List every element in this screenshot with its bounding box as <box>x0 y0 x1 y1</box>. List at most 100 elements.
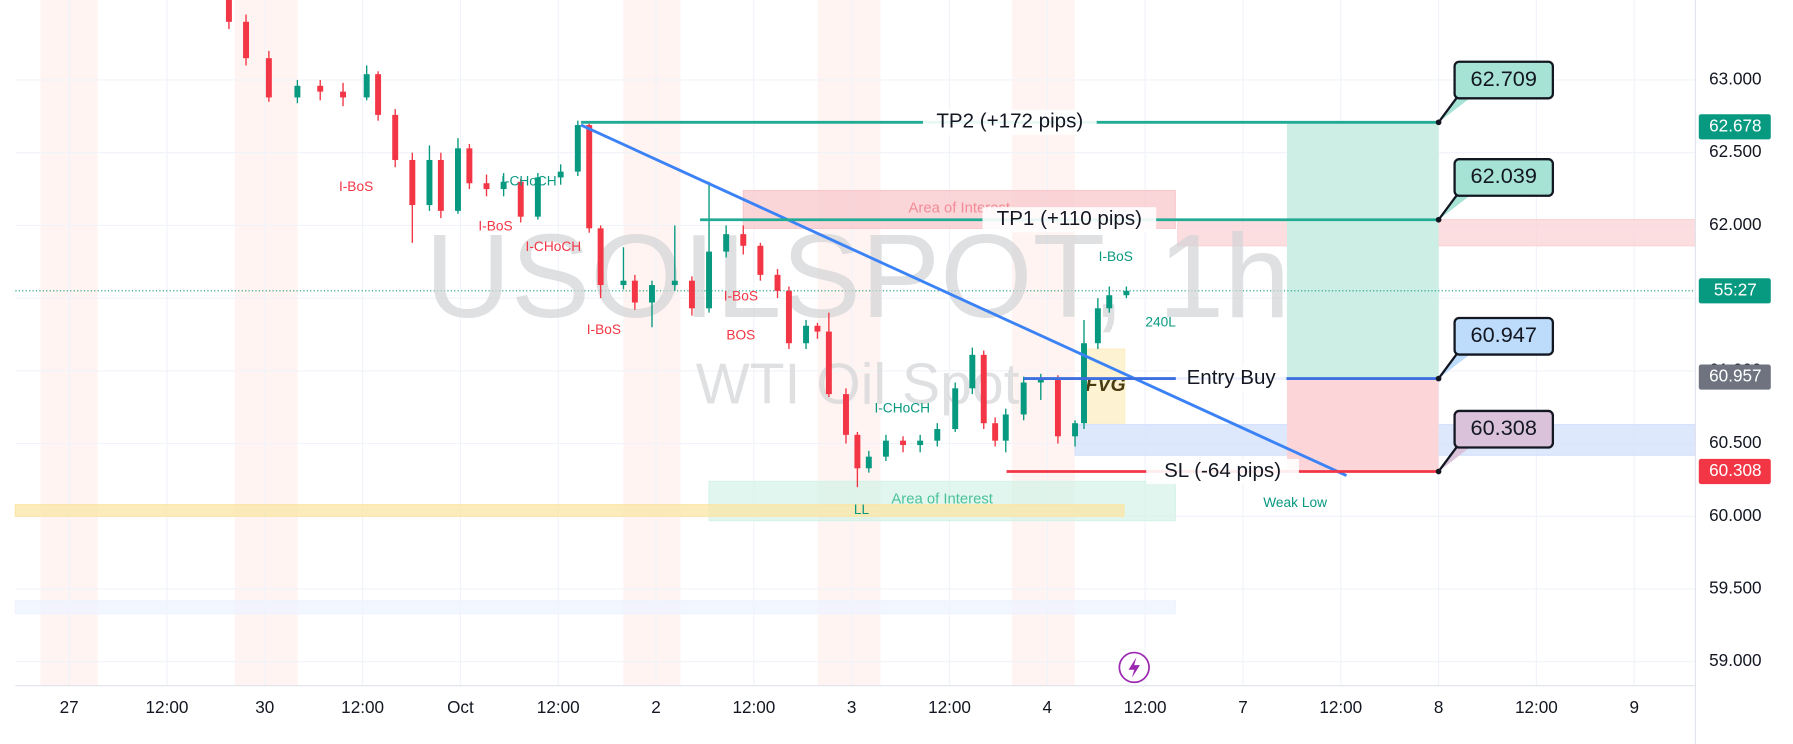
x-tick-label: Oct <box>447 697 474 717</box>
candle-body <box>557 171 564 178</box>
trendline <box>580 123 1348 477</box>
x-tick-label: 12:00 <box>1124 697 1167 717</box>
candle-body <box>723 234 730 252</box>
x-tick-label: 9 <box>1629 697 1639 717</box>
price-label: 60.308 <box>1709 460 1761 480</box>
candle-body <box>483 183 490 190</box>
price-label-bg <box>1698 278 1771 304</box>
candle-body <box>671 280 678 286</box>
x-tick-label: 12:00 <box>537 697 580 717</box>
candle-body <box>1020 382 1027 415</box>
session-band <box>623 0 681 686</box>
candle-body <box>294 85 301 98</box>
level-label-bg <box>982 207 1157 233</box>
candle-body <box>1054 378 1061 437</box>
level-label: TP1 (+110 pips) <box>997 207 1142 230</box>
candle-body <box>843 394 849 435</box>
candle-body <box>980 354 987 424</box>
price-label-bg <box>1698 458 1771 485</box>
annotation: I-BoS <box>1099 249 1133 264</box>
level-label-bg <box>1146 458 1299 485</box>
candle-body <box>865 456 872 469</box>
profit-zone <box>1286 122 1439 379</box>
annotation: BOS <box>726 328 755 343</box>
x-tick-label: 8 <box>1434 697 1444 717</box>
level-label-bg <box>1175 365 1287 392</box>
loss-zone <box>1286 378 1439 472</box>
x-tick-label: 2 <box>651 697 661 717</box>
callout-text: 60.947 <box>1471 322 1537 347</box>
candle-body <box>934 429 941 441</box>
level-label: Entry Buy <box>1187 366 1277 389</box>
candle-body <box>1072 423 1079 437</box>
candle-body <box>1002 414 1009 441</box>
callout-text: 62.709 <box>1471 66 1537 91</box>
zone <box>14 504 1125 517</box>
zone <box>14 600 1176 615</box>
x-tick-label: 4 <box>1043 697 1053 717</box>
price-label-bg <box>1698 114 1771 140</box>
candle-body <box>917 440 924 446</box>
candle-body <box>1123 290 1130 296</box>
price-label-bg <box>1698 364 1771 390</box>
x-tick-label: 12:00 <box>341 697 384 717</box>
annotation: I-CHoCH <box>874 400 930 415</box>
candle-body <box>757 245 764 275</box>
callout-text: 62.039 <box>1471 163 1537 188</box>
candle-body <box>265 58 272 98</box>
level-label: TP2 (+172 pips) <box>936 110 1083 133</box>
foreground-layer: TP2 (+172 pips) TP1 (+110 pips) Entry Buy S… <box>225 0 1555 517</box>
x-tick-label: 30 <box>255 697 274 717</box>
watermark-subtitle: WTI Oil Spot <box>696 353 1020 417</box>
candle-body <box>340 91 347 98</box>
annotation: I-CHoCH <box>526 239 582 254</box>
annotation: I-BoS <box>724 288 758 303</box>
price-label: 55:27 <box>1714 279 1757 299</box>
y-tick-label: 62.000 <box>1709 214 1761 234</box>
candle-body <box>1037 378 1044 383</box>
candle-body <box>774 274 781 291</box>
candle-body <box>620 280 627 286</box>
callout-text: 60.308 <box>1471 415 1537 440</box>
y-tick-label: 60.500 <box>1709 432 1761 452</box>
candle-body <box>706 251 713 309</box>
y-tick-label: 59.000 <box>1709 650 1761 670</box>
candle-body <box>803 325 810 344</box>
callout-anchor <box>1435 375 1442 382</box>
callout-anchor <box>1435 468 1442 475</box>
x-tick-label: 3 <box>847 697 857 717</box>
candle-body <box>814 325 821 332</box>
annotation: I-BoS <box>587 322 621 337</box>
callout-box <box>1453 316 1555 356</box>
x-tick-label: 12:00 <box>928 697 971 717</box>
candle-body <box>900 440 907 446</box>
candle-body <box>825 331 832 395</box>
x-tick-label: 12:00 <box>146 697 189 717</box>
level-label-bg <box>922 109 1097 135</box>
candle-body <box>688 280 695 309</box>
candle-body <box>225 0 232 22</box>
callout-box <box>1453 158 1555 197</box>
candle-body <box>969 354 976 389</box>
callout-box <box>1453 409 1555 449</box>
annotation: LL <box>854 502 870 517</box>
candle-body <box>500 181 507 190</box>
callout-box <box>1453 60 1555 100</box>
candle-body <box>597 228 604 286</box>
annotation: I-BoS <box>339 179 373 194</box>
candle-body <box>375 74 382 115</box>
y-tick-label: 63.000 <box>1709 69 1761 89</box>
candle-body <box>1094 308 1101 344</box>
candle-body <box>534 177 541 217</box>
candle-body <box>574 125 581 172</box>
candle-body <box>1106 295 1113 309</box>
session-band <box>234 0 298 686</box>
annotation: 240L <box>1145 314 1176 329</box>
y-tick-label: 60.000 <box>1709 505 1761 525</box>
y-tick-label: 62.500 <box>1709 141 1761 161</box>
x-tick-label: 7 <box>1238 697 1248 717</box>
candle-body <box>466 148 473 184</box>
candle-body <box>317 85 324 92</box>
